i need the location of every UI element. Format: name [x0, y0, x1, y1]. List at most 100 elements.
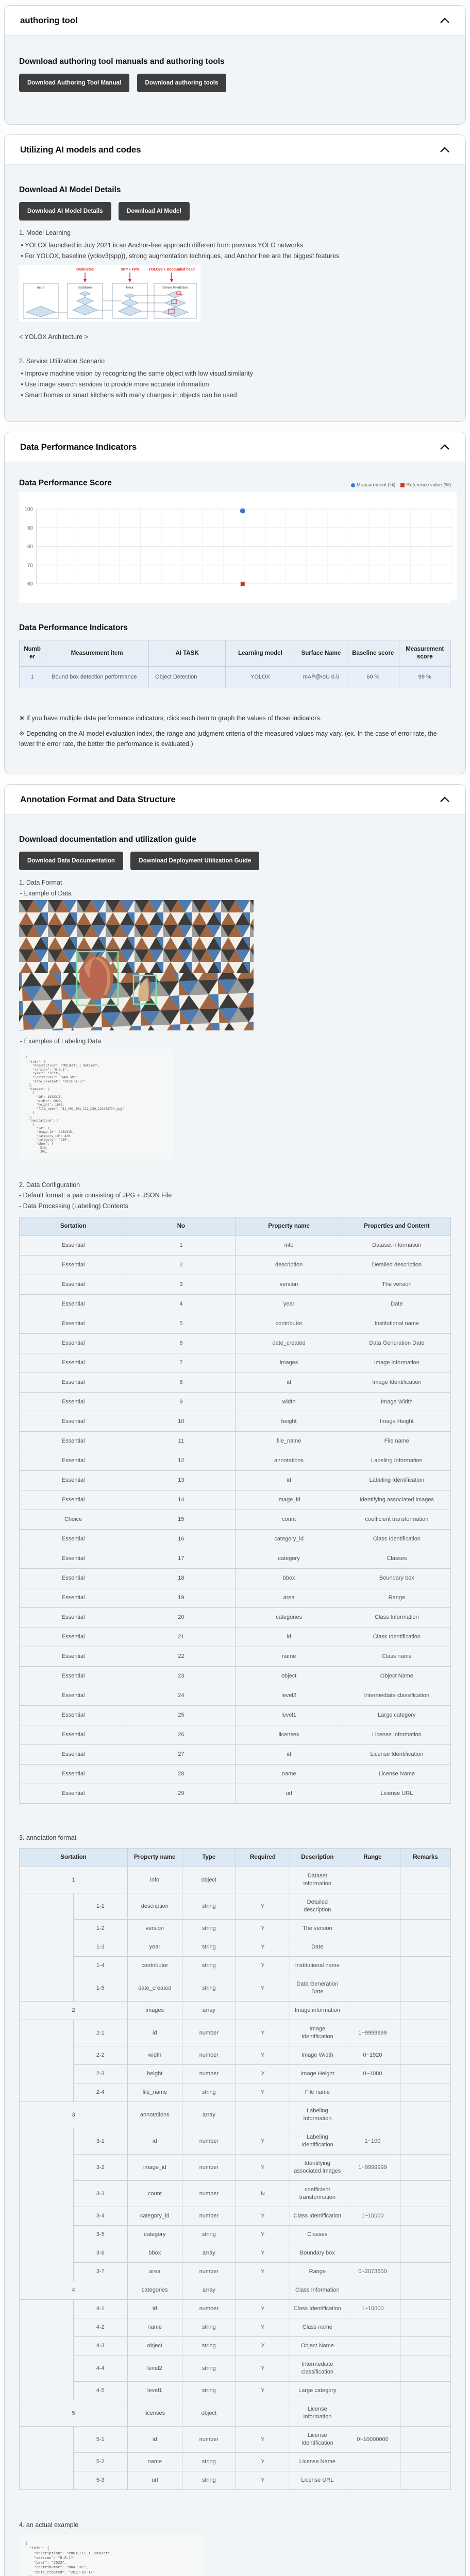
chevron-up-icon[interactable]	[440, 796, 450, 803]
annotation-cell: annotations	[127, 2102, 182, 2128]
chevron-up-icon[interactable]	[440, 17, 450, 24]
annotation-cell: string	[181, 2355, 237, 2382]
annotation-cell	[400, 2281, 451, 2300]
download-authoring-tools-button[interactable]: Download authoring tools	[137, 74, 227, 92]
annotation-cell: array	[181, 2001, 237, 2020]
download-ai-model-button[interactable]: Download AI Model	[118, 202, 190, 221]
config-cell: contributor	[234, 1314, 343, 1334]
annotation-cell: Y	[236, 1975, 290, 2002]
config-row: Essential 18 bbox Boundary box	[19, 1568, 451, 1588]
config-cell: file_name	[234, 1431, 343, 1451]
annotation-cell: string	[181, 2381, 237, 2400]
column-header: Property name	[127, 1848, 182, 1867]
chevron-up-icon[interactable]	[440, 444, 450, 450]
annotation-row: 2-2 width number Y Image Width 0~1920	[20, 2046, 451, 2065]
annotation-cell: array	[181, 2102, 237, 2128]
column-header: Range	[344, 1848, 401, 1867]
column-header: Measurement item	[45, 640, 149, 667]
indicator-row[interactable]: 1 Bound box detection performance Object D…	[19, 666, 451, 688]
accordion-header-annotation-format[interactable]: Annotation Format and Data Structure	[5, 785, 465, 815]
annotation-cell	[400, 2262, 451, 2281]
annotation-row: 3-2 image_id number Y Identifying associated…	[20, 2154, 451, 2181]
annotation-cell: licenses	[127, 2400, 182, 2427]
annotation-group-row: 3 annotations array Labeling Information	[19, 2102, 451, 2128]
config-cell: Dataset information	[342, 1235, 451, 1256]
annotation-cell: category	[127, 2225, 182, 2244]
sortation-sub-cell: 3-2	[73, 2154, 128, 2181]
svg-text:60: 60	[27, 582, 33, 587]
panel-authoring-tool: authoring tool Download authoring tool m…	[4, 5, 466, 125]
annotation-cell: area	[127, 2262, 182, 2281]
column-header: Type	[181, 1848, 237, 1867]
config-cell: year	[234, 1294, 343, 1314]
config-cell: 13	[127, 1470, 236, 1490]
sortation-sub-cell: 1-1	[73, 1893, 128, 1920]
svg-text:90: 90	[27, 526, 33, 531]
download-ai-model-details-button[interactable]: Download AI Model Details	[19, 202, 111, 221]
column-header: Number	[19, 640, 46, 667]
config-cell: Essential	[19, 1647, 128, 1667]
download-authoring-tool-manual-button[interactable]: Download Authoring Tool Manual	[19, 74, 130, 92]
annotation-cell: number	[181, 2207, 237, 2226]
download-data-documentation-button[interactable]: Download Data Documentation	[19, 852, 123, 870]
annotation-cell: Identifying associated images	[289, 2154, 345, 2181]
config-row: Essential 8 id Image Identification	[19, 1372, 451, 1393]
annotation-row: 4-3 object string Y Object Name	[20, 2336, 451, 2355]
annotation-cell: Y	[236, 2154, 290, 2181]
config-cell: Image Height	[342, 1412, 451, 1432]
config-row: Essential 10 height Image Height	[19, 1412, 451, 1432]
annotation-cell	[400, 2355, 451, 2382]
sortation-sub-cell: 3-3	[73, 2180, 128, 2207]
scenario-bullet: • Use image search services to provide m…	[19, 381, 209, 388]
annotation-row: 3-5 category string Y Classes	[20, 2225, 451, 2244]
annotation-cell: object	[181, 1867, 237, 1893]
config-cell: Large category	[342, 1705, 451, 1725]
config-row: Essential 7 images Image information	[19, 1353, 451, 1373]
chevron-up-icon[interactable]	[440, 146, 450, 153]
config-cell: Detailed description	[342, 1255, 451, 1275]
annotation-row: 5-2 name string Y License Name	[20, 2452, 451, 2471]
annotation-row: 1-1 description string Y Detailed descriptio…	[19, 1893, 451, 2002]
annotation-row: 2-3 height number Y Image Height 0~1080	[20, 2064, 451, 2083]
accordion-title: authoring tool	[20, 15, 78, 25]
annotation-cell: Y	[236, 2336, 290, 2355]
annotation-row: 3-4 category_id number Y Class Identificatio…	[20, 2207, 451, 2226]
annotation-cell: category_id	[127, 2207, 182, 2226]
accordion-header-authoring-tool[interactable]: authoring tool	[5, 6, 465, 36]
annotation-cell: Date	[289, 1938, 345, 1957]
config-cell: 19	[127, 1588, 236, 1608]
annotation-cell	[400, 2400, 451, 2427]
annotation-cell: Y	[236, 2128, 290, 2155]
accordion-header-ai-models[interactable]: Utilizing AI models and codes	[5, 135, 465, 165]
config-cell: Essential	[19, 1431, 128, 1451]
config-cell: License Name	[342, 1764, 451, 1784]
annotation-cell: 1~10000	[344, 2299, 401, 2318]
performance-score-chart: 60 70 80 90 100	[19, 492, 457, 603]
sortation-cell: 1	[19, 1867, 128, 1893]
annotation-cell: number	[181, 2020, 237, 2046]
config-cell: Essential	[19, 1392, 128, 1412]
config-cell: 9	[127, 1392, 236, 1412]
config-cell: License URL	[342, 1784, 451, 1804]
download-deployment-guide-button[interactable]: Download Deployment Utilization Guide	[130, 852, 260, 870]
annotation-cell: string	[181, 1956, 237, 1975]
column-header: Properties and Content	[342, 1217, 451, 1236]
reference-point	[240, 582, 245, 586]
annotation-cell: Image Width	[289, 2046, 345, 2065]
config-cell: File name	[342, 1431, 451, 1451]
annotation-cell	[236, 2102, 290, 2128]
annotation-cell	[344, 2318, 401, 2337]
annotation-cell: array	[181, 2281, 237, 2300]
config-cell: Essential	[19, 1451, 128, 1471]
annotation-cell	[400, 2020, 451, 2046]
indicator-cell: YOLOX	[225, 666, 295, 688]
annotation-cell: License URL	[289, 2471, 345, 2490]
accordion-header-data-performance[interactable]: Data Performance Indicators	[5, 432, 465, 462]
annotation-cell: number	[181, 2128, 237, 2155]
annotation-row: 4-4 level2 string Y Intermediate classificat…	[20, 2355, 451, 2382]
annotation-cell	[400, 1919, 451, 1938]
annotation-cell: id	[127, 2299, 182, 2318]
config-cell: 17	[127, 1549, 236, 1569]
config-cell: id	[234, 1744, 343, 1765]
